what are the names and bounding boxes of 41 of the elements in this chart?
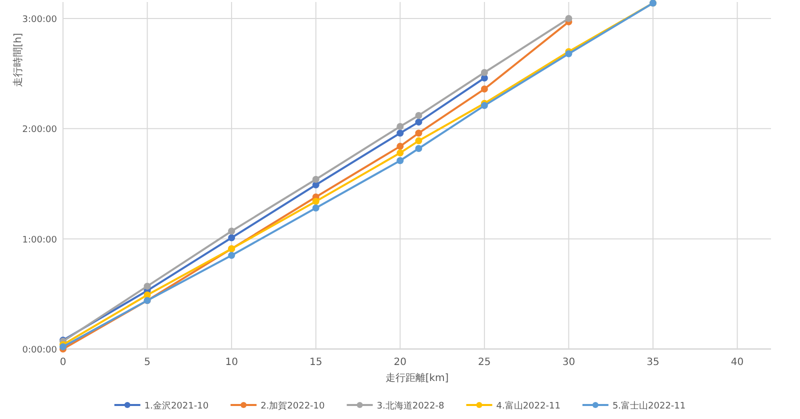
point <box>415 137 422 144</box>
point <box>480 69 488 76</box>
point <box>415 118 422 126</box>
x-tick-label: 25 <box>478 357 491 368</box>
point <box>228 228 236 235</box>
legend-label: 3.北海道2022-8 <box>376 400 445 412</box>
point <box>480 102 488 110</box>
point <box>396 142 404 150</box>
y-tick-label: 3:00:00 <box>22 15 58 26</box>
legend-label: 1.金沢2021-10 <box>144 400 209 412</box>
point <box>144 282 151 290</box>
point <box>228 234 236 242</box>
x-tick-label: 35 <box>646 357 660 368</box>
y-axis-title: 走行時間[h] <box>12 32 24 88</box>
legend-label: 4.富山2022-11 <box>496 400 560 412</box>
x-tick-label: 15 <box>309 357 322 368</box>
point <box>312 204 320 212</box>
x-tick-label: 10 <box>225 357 238 368</box>
legend-label: 2.加賀2022-10 <box>260 400 326 412</box>
x-tick-label: 5 <box>144 357 150 368</box>
x-axis-title: 走行距離[km] <box>385 372 449 384</box>
x-tick-label: 30 <box>562 357 576 368</box>
y-tick-label: 0:00:00 <box>22 346 58 356</box>
y-tick-label: 2:00:00 <box>22 125 58 136</box>
point <box>415 145 422 152</box>
point <box>396 122 404 130</box>
point <box>228 252 236 259</box>
x-tick-label: 20 <box>394 357 407 368</box>
y-tick-label: 1:00:00 <box>22 235 58 246</box>
point <box>415 112 422 119</box>
legend-label: 5.富士山2022-11 <box>612 400 686 412</box>
point <box>396 149 404 156</box>
point <box>312 198 320 205</box>
point <box>565 15 572 22</box>
x-tick-label: 0 <box>60 357 66 368</box>
point <box>415 130 422 137</box>
point <box>480 86 488 93</box>
point <box>396 130 404 137</box>
point <box>396 157 404 164</box>
x-tick-label: 40 <box>730 357 744 368</box>
point <box>312 176 320 183</box>
